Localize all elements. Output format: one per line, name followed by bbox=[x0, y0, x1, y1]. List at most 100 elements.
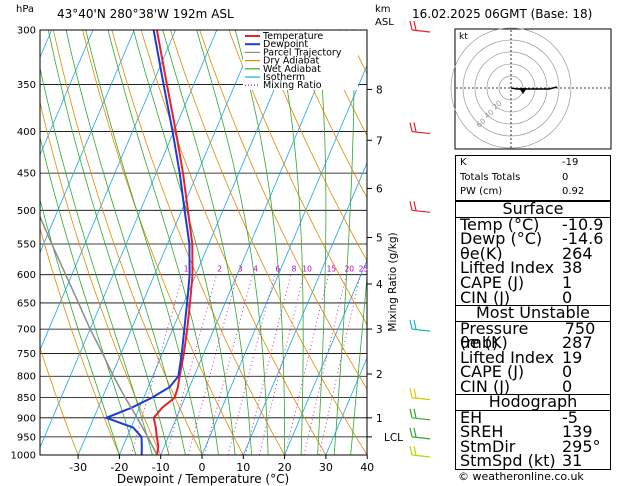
isotherm-line bbox=[242, 161, 367, 455]
x-tick-label: -10 bbox=[152, 461, 170, 474]
legend-box bbox=[243, 31, 358, 90]
wet-adiabat-line bbox=[333, 30, 355, 455]
isotherm-line bbox=[201, 64, 367, 455]
pressure-tick-label: 1000 bbox=[11, 451, 36, 462]
wind-barb-icon bbox=[409, 445, 431, 458]
legend-label: Isotherm bbox=[263, 72, 305, 83]
indices-top: K -19 Totals Totals 0 PW (cm) 0.92 bbox=[455, 155, 611, 201]
hodo-row-eh: EH -5 bbox=[460, 407, 578, 427]
plot-frame bbox=[39, 29, 368, 456]
pressure-tick-label: 850 bbox=[17, 393, 36, 404]
copyright-footer[interactable]: © weatheronline.co.uk bbox=[458, 470, 584, 483]
x-tick-label: -20 bbox=[110, 461, 128, 474]
legend-label: Mixing Ratio bbox=[263, 80, 322, 91]
dry-adiabat-line bbox=[199, 30, 367, 390]
surface-row-cape: CAPE (J) 1 bbox=[460, 272, 573, 292]
wind-barb-icon bbox=[409, 388, 431, 401]
mixing-ratio-label: 20 bbox=[345, 265, 355, 274]
wet-adiabat-line bbox=[65, 30, 186, 455]
wind-barb-icon bbox=[409, 319, 431, 332]
mixing-ratio-line bbox=[166, 274, 217, 455]
legend-label: Temperature bbox=[262, 31, 323, 42]
wind-barb-icon bbox=[409, 201, 431, 213]
x-tick-label: 30 bbox=[319, 461, 333, 474]
mixing-ratio-line bbox=[204, 274, 253, 455]
hodo-row-stmdir: StmDir 295° bbox=[460, 436, 601, 456]
isotherm-line bbox=[284, 259, 367, 455]
mixing-ratio-label: 4 bbox=[253, 265, 258, 274]
mixing-ratio-line bbox=[303, 274, 347, 455]
km-tick-label: 7 bbox=[376, 135, 383, 147]
mixing-ratio-label: 15 bbox=[327, 265, 337, 274]
isotherm-line bbox=[0, 30, 10, 455]
dry-adiabat-line bbox=[140, 30, 327, 455]
wet-adiabat-line bbox=[133, 30, 236, 455]
pressure-tick-label: 750 bbox=[17, 349, 36, 360]
dry-adiabat-line bbox=[40, 100, 162, 455]
legend-label: Dewpoint bbox=[263, 39, 308, 50]
wet-adiabat-line bbox=[316, 30, 327, 455]
chart-axes: 1 2 3 4 6 8 10 15 20 2530035040045050055060065070… bbox=[11, 26, 404, 486]
mixing-ratio-line bbox=[188, 274, 238, 455]
isotherm-line bbox=[160, 30, 342, 455]
x-tick-label: 20 bbox=[278, 461, 292, 474]
surface-row-li: Lifted Index 38 bbox=[460, 258, 583, 278]
hodograph-trace bbox=[510, 86, 558, 90]
hodograph-panel: Hodograph EH -5 SREH 139 StmDir 295° StmSpd… bbox=[455, 394, 611, 470]
mixing-ratio-label: 3 bbox=[238, 265, 243, 274]
chart-background-lines bbox=[0, 30, 367, 455]
isotherm-line bbox=[77, 30, 259, 455]
series-parcel-trajectory-line bbox=[40, 214, 158, 455]
km-label: km bbox=[375, 4, 391, 15]
dry-adiabat-line bbox=[82, 30, 244, 455]
pressure-tick-label: 550 bbox=[17, 239, 36, 250]
wet-adiabat-line bbox=[40, 66, 153, 455]
index-row-totals: Totals Totals 0 bbox=[460, 171, 569, 183]
pressure-tick-label: 700 bbox=[17, 325, 36, 336]
km-tick-label: 3 bbox=[376, 324, 383, 336]
surface-panel: Surface Temp (°C) -10.9 Dewp (°C) -14.6 θe… bbox=[455, 201, 611, 307]
dry-adiabat-line bbox=[40, 346, 79, 455]
x-tick-label: -30 bbox=[69, 461, 87, 474]
mixing-ratio-line bbox=[318, 274, 361, 455]
surface-row-dewp: Dewp (°C) -14.6 bbox=[460, 229, 604, 249]
mixing-ratio-line bbox=[284, 274, 329, 455]
mixing-ratio-line bbox=[258, 274, 305, 455]
dry-adiabat-line bbox=[228, 30, 367, 326]
pressure-tick-label: 450 bbox=[17, 169, 36, 180]
most-unstable-panel: Most Unstable Pressure (mb) 750 θe (K) 287… bbox=[455, 305, 611, 396]
legend-label: Parcel Trajectory bbox=[263, 47, 342, 58]
legend-label: Wet Adiabat bbox=[263, 64, 321, 75]
x-axis-title: Dewpoint / Temperature (°C) bbox=[117, 472, 289, 486]
wet-adiabat-line bbox=[196, 30, 269, 455]
mixing-ratio-label: 25 bbox=[359, 265, 369, 274]
index-row-pw: PW (cm) 0.92 bbox=[460, 186, 585, 198]
legend-label: Dry Adiabat bbox=[263, 56, 320, 67]
dry-adiabat-line bbox=[40, 226, 120, 455]
isotherm-line bbox=[325, 356, 367, 455]
asl-label: ASL bbox=[375, 17, 394, 28]
km-tick-label: 6 bbox=[376, 183, 383, 195]
mixing-ratio-label: 10 bbox=[302, 265, 312, 274]
mixing-ratio-label: 1 bbox=[184, 265, 189, 274]
unstable-row-cape: CAPE (J) 0 bbox=[460, 362, 573, 382]
km-tick-label: 2 bbox=[376, 369, 383, 381]
header-left: 43°40'N 280°38'W 192m ASL bbox=[57, 7, 234, 21]
mixing-ratio-label: 2 bbox=[217, 265, 222, 274]
wet-adiabat-line bbox=[40, 198, 120, 455]
unstable-row-thetae: θe (K) 287 bbox=[460, 333, 593, 353]
pressure-tick-label: 950 bbox=[17, 432, 36, 443]
wet-adiabat-line bbox=[85, 30, 203, 455]
unstable-row-li: Lifted Index 19 bbox=[460, 347, 583, 367]
most-unstable-title: Most Unstable bbox=[456, 305, 610, 322]
hodo-row-stmspd: StmSpd (kt) 31 bbox=[460, 451, 583, 471]
pressure-tick-label: 350 bbox=[17, 80, 36, 91]
surface-row-cin: CIN (J) 0 bbox=[460, 287, 573, 307]
mixing-ratio-label: 8 bbox=[292, 265, 297, 274]
pressure-tick-label: 800 bbox=[17, 372, 36, 383]
dry-adiabat-line bbox=[53, 30, 203, 455]
km-tick-label: LCL bbox=[384, 432, 403, 444]
